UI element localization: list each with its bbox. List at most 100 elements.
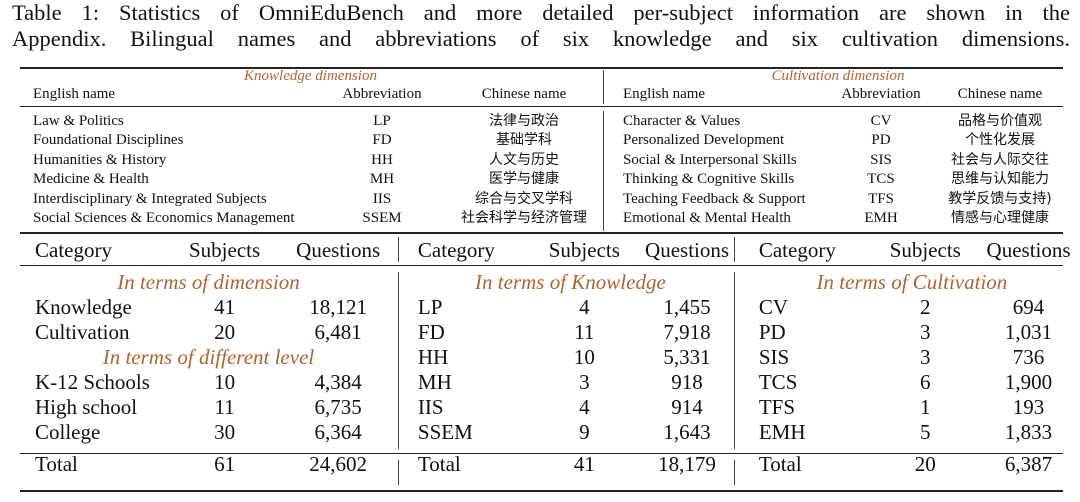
dimension-divider — [603, 70, 604, 104]
table-row: Medicine & Health MH 医学与健康 Thinking & Cogni… — [20, 170, 1063, 189]
table-row: College 30 6,364 SSEM 9 1,643 EMH 5 1,833 — [20, 420, 1080, 445]
column-divider — [734, 460, 735, 485]
table-row: Social Sciences & Economics Management SS… — [20, 209, 1063, 228]
cultivation-abbreviation: EMH — [864, 210, 898, 227]
cultivation-subjects: 3 — [920, 345, 931, 369]
cultivation-abbreviation: PD — [871, 132, 891, 149]
knowledge-subjects: 4 — [579, 295, 590, 319]
divider-cell — [601, 112, 613, 131]
cultivation-category: EMH — [758, 420, 806, 444]
header-chinese-name: Chinese name — [957, 86, 1043, 103]
cultivation-abbreviation: SIS — [870, 151, 892, 168]
cultivation-subjects: 3 — [920, 320, 931, 344]
knowledge-abbreviation: HH — [371, 151, 393, 168]
knowledge-subjects: 11 — [574, 320, 595, 344]
knowledge-abbreviation: IIS — [372, 190, 392, 207]
stats-table: Category Subjects Questions Category Subject… — [20, 233, 1080, 482]
cultivation-subjects: 6 — [920, 370, 931, 394]
cultivation-questions: 736 — [1012, 345, 1045, 369]
header-questions: Questions — [986, 237, 1071, 262]
knowledge-chinese-name: 基础学科 — [496, 132, 552, 149]
stats-header-rule — [20, 265, 1063, 266]
cultivation-questions: 193 — [1012, 395, 1045, 419]
cultivation-english-name: Character & Values — [623, 113, 741, 129]
section-title: In terms of different level — [102, 345, 315, 369]
caption-line-2: Appendix. Bilingual names and abbreviati… — [12, 26, 1070, 51]
overall-category: K-12 Schools — [35, 370, 150, 394]
knowledge-category: FD — [417, 320, 445, 344]
overall-questions: 4,384 — [314, 370, 362, 394]
cultivation-chinese-name: 教学反馈与支持) — [948, 190, 1052, 207]
cultivation-english-name: Thinking & Cognitive Skills — [623, 171, 795, 188]
knowledge-subjects: 4 — [579, 395, 590, 419]
header-abbreviation: Abbreviation — [841, 86, 921, 103]
divider-cell — [601, 170, 613, 189]
cultivation-category: TFS — [758, 395, 796, 419]
total-subjects: 61 — [214, 452, 236, 476]
overall-category: College — [35, 420, 101, 444]
cultivation-abbreviation: TCS — [867, 171, 895, 188]
overall-category: High school — [35, 395, 138, 419]
cultivation-dimension-title: Cultivation dimension — [771, 68, 905, 84]
header-abbreviation: Abbreviation — [342, 86, 422, 103]
total-category: Total — [417, 452, 461, 476]
header-english-name: English name — [33, 86, 116, 103]
knowledge-category: MH — [417, 370, 452, 394]
names-table: Knowledge dimension Cultivation dimensio… — [20, 68, 1063, 228]
divider-cell — [601, 209, 613, 228]
cultivation-english-name: Emotional & Mental Health — [623, 210, 791, 227]
cultivation-chinese-name: 品格与价值观 — [958, 113, 1042, 129]
total-subjects: 41 — [573, 452, 595, 476]
table-row: In terms of dimension In terms of Knowled… — [20, 270, 1080, 295]
cultivation-category: CV — [758, 295, 789, 319]
cultivation-chinese-name: 思维与认知能力 — [951, 171, 1049, 188]
knowledge-category: IIS — [417, 395, 444, 419]
section-title: In terms of Knowledge — [475, 270, 666, 294]
divider-cell — [601, 131, 613, 150]
section-title: In terms of dimension — [117, 270, 300, 294]
header-rule — [20, 106, 1063, 107]
overall-subjects: 10 — [214, 370, 236, 394]
cultivation-questions: 1,900 — [1004, 370, 1053, 394]
header-chinese-name: Chinese name — [481, 86, 567, 103]
header-subjects: Subjects — [889, 237, 961, 262]
table-row: Foundational Disciplines FD 基础学科 Personaliz… — [20, 131, 1063, 150]
column-divider — [734, 237, 735, 262]
knowledge-chinese-name: 社会科学与经济管理 — [461, 210, 587, 227]
total-category: Total — [758, 452, 802, 476]
overall-subjects: 41 — [214, 295, 236, 319]
knowledge-english-name: Medicine & Health — [33, 171, 149, 188]
cultivation-chinese-name: 情感与心理健康 — [951, 210, 1049, 227]
knowledge-questions: 914 — [671, 395, 703, 419]
header-subjects: Subjects — [188, 237, 261, 262]
table-row: Law & Politics LP 法律与政治 Character & Values C… — [20, 112, 1063, 131]
stats-total-rule — [20, 453, 1063, 454]
header-category: Category — [417, 237, 495, 262]
header-subjects: Subjects — [548, 237, 620, 262]
section-title: In terms of Cultivation — [816, 270, 1008, 294]
knowledge-category: SSEM — [417, 420, 473, 444]
knowledge-dimension-title: Knowledge dimension — [244, 68, 377, 84]
cultivation-english-name: Social & Interpersonal Skills — [623, 151, 797, 168]
overall-category: Cultivation — [35, 320, 130, 344]
cultivation-abbreviation: TFS — [868, 190, 894, 207]
header-category: Category — [758, 237, 836, 262]
knowledge-english-name: Humanities & History — [33, 151, 167, 168]
table-row: Total 61 24,602 Total 41 18,179 Total 20 6,387 — [20, 446, 1080, 482]
knowledge-chinese-name: 法律与政治 — [489, 113, 559, 129]
cultivation-subjects: 5 — [920, 420, 931, 444]
knowledge-english-name: Law & Politics — [33, 113, 124, 129]
knowledge-chinese-name: 人文与历史 — [489, 151, 559, 168]
knowledge-english-name: Foundational Disciplines — [33, 132, 184, 149]
overall-questions: 6,481 — [314, 320, 362, 344]
cultivation-questions: 694 — [1012, 295, 1045, 319]
knowledge-english-name: Social Sciences & Economics Management — [33, 210, 295, 227]
total-subjects: 20 — [914, 452, 936, 476]
cultivation-questions: 1,833 — [1004, 420, 1053, 444]
column-divider — [398, 272, 399, 449]
mid-rule — [20, 232, 1063, 234]
knowledge-abbreviation: LP — [373, 113, 391, 129]
table-row: Interdisciplinary & Integrated Subjects I… — [20, 190, 1063, 209]
divider-cell — [601, 190, 613, 209]
knowledge-category: HH — [417, 345, 449, 369]
